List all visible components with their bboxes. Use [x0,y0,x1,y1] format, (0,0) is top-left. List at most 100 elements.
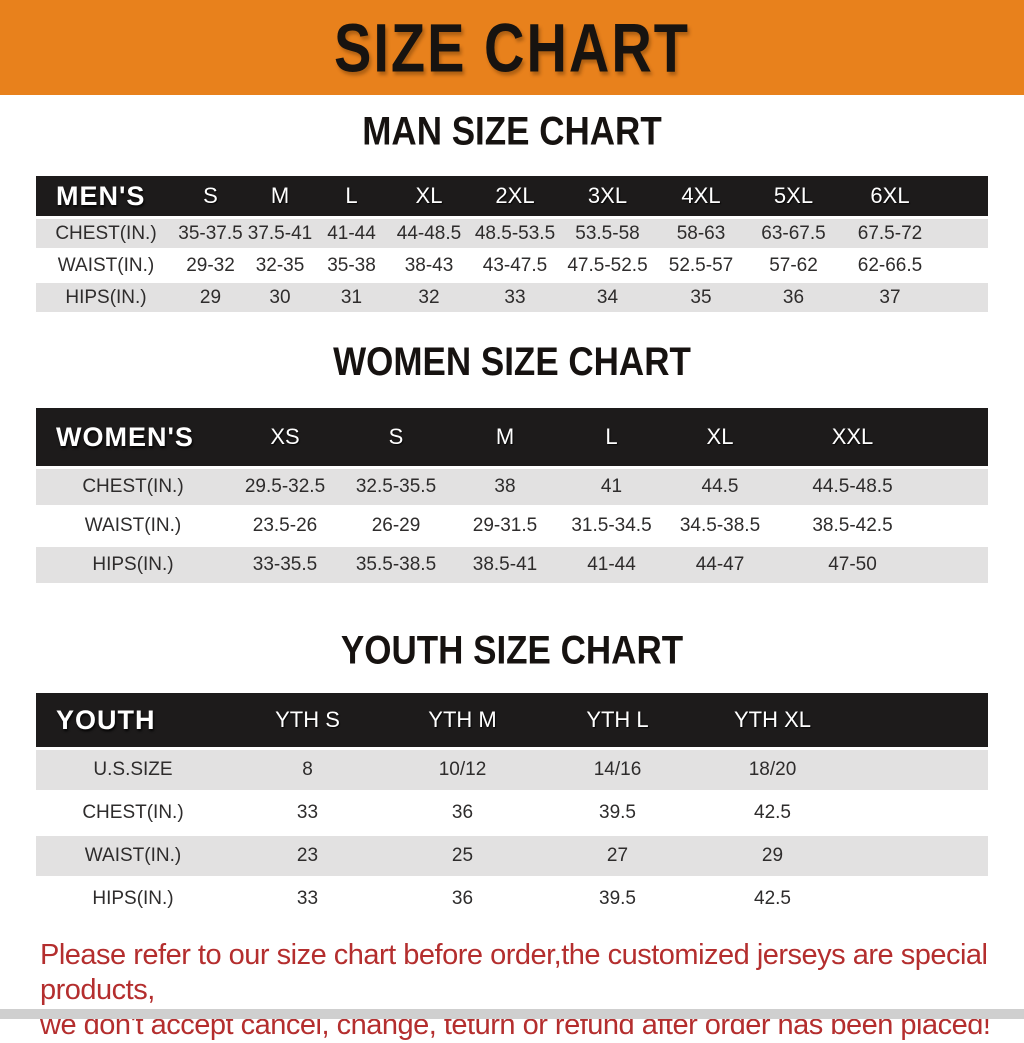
size-value-cell: 44-48.5 [396,222,462,244]
size-value-cell: 14/16 [593,759,642,780]
size-value-cell: 39.5 [599,888,636,909]
row-label: HIPS(IN.) [92,888,174,909]
table-row: WAIST(IN.) 23.5-26 26-29 29-31.5 31.5-34.5 34… [36,508,988,544]
spacer-cell [940,219,988,248]
spacer-cell [850,879,988,919]
size-value-cell: 33 [296,802,319,823]
section-heading-man: MAN SIZE CHART [362,108,662,154]
size-value-cell: 47.5-52.5 [567,254,648,276]
size-column-header: YTH XL [733,707,812,732]
size-value-cell: 37.5-41 [247,222,313,244]
size-value-cell: 52.5-57 [668,254,734,276]
table-corner-label: MEN'S [56,180,146,211]
size-column-header: L [345,183,358,208]
size-column-header: XL [706,424,734,449]
size-column-header: 4XL [681,183,721,208]
size-chart-banner: SIZE CHART [0,0,1024,95]
page-title: SIZE CHART [334,9,690,86]
size-column-header: L [605,424,618,449]
size-value-cell: 35-38 [327,254,376,276]
men-size-table-wrap: MEN'S S M L XL 2XL 3XL 4XL 5XL 6XL CHEST(IN.) 35-37… [36,173,988,315]
spacer-cell [850,693,988,747]
row-label: WAIST(IN.) [84,845,182,866]
size-value-cell: 53.5-58 [575,222,640,244]
size-value-cell: 8 [302,759,313,780]
size-column-header: XL [415,183,443,208]
size-column-header: 6XL [870,183,910,208]
size-value-cell: 29-31.5 [472,515,538,536]
size-value-cell: 58-63 [676,222,726,244]
row-label: CHEST(IN.) [82,802,184,823]
size-value-cell: 33-35.5 [252,554,318,575]
table-row: CHEST(IN.) 35-37.5 37.5-41 41-44 44-48.5 48.5… [36,219,988,248]
section-heading-youth: YOUTH SIZE CHART [340,627,684,673]
size-value-cell: 63-67.5 [761,222,826,244]
spacer-cell [850,836,988,876]
spacer-cell [930,408,988,466]
size-value-cell: 25 [451,845,474,866]
size-value-cell: 31 [340,286,363,308]
table-row: HIPS(IN.) 29 30 31 32 33 34 35 36 37 [36,283,988,312]
row-label: CHEST(IN.) [82,476,184,497]
size-column-header: S [203,183,218,208]
women-size-table: WOMEN'S XS S M L XL XXL CHEST(IN.) 29.5-32.5 32.5… [36,405,988,586]
size-value-cell: 23.5-26 [252,515,318,536]
size-column-header: YTH S [275,707,340,732]
size-column-header: S [388,424,404,449]
size-column-header: YTH L [586,707,649,732]
size-value-cell: 48.5-53.5 [474,222,556,244]
spacer-cell [850,793,988,833]
disclaimer-text: Please refer to our size chart before or… [40,938,1004,1043]
size-column-header: YTH M [428,707,497,732]
size-value-cell: 43-47.5 [482,254,548,276]
size-value-cell: 29 [199,286,222,308]
spacer-cell [850,750,988,790]
size-value-cell: 32.5-35.5 [355,476,437,497]
size-value-cell: 62-66.5 [857,254,923,276]
table-header-row: YOUTH YTH S YTH M YTH L YTH XL [36,693,988,747]
size-value-cell: 39.5 [599,802,636,823]
row-label: HIPS(IN.) [92,554,174,575]
size-value-cell: 27 [606,845,629,866]
size-column-header: 2XL [495,183,535,208]
size-value-cell: 35 [690,286,712,308]
spacer-cell [940,176,988,216]
size-value-cell: 31.5-34.5 [571,515,652,536]
size-value-cell: 30 [269,286,291,308]
size-value-cell: 36 [782,286,805,308]
row-label: WAIST(IN.) [84,515,182,536]
size-value-cell: 44-47 [695,554,745,575]
size-value-cell: 10/12 [438,759,487,780]
table-row: CHEST(IN.) 29.5-32.5 32.5-35.5 38 41 44.5 44.5… [36,469,988,505]
table-corner-label: YOUTH [56,704,156,735]
size-value-cell: 67.5-72 [857,222,923,244]
spacer-cell [930,508,988,544]
size-value-cell: 41-44 [327,222,376,244]
size-value-cell: 35.5-38.5 [355,554,437,575]
size-value-cell: 33 [504,286,526,308]
size-column-header: XS [270,424,300,449]
size-value-cell: 26-29 [371,515,421,536]
size-value-cell: 47-50 [828,554,877,575]
size-value-cell: 38.5-42.5 [812,515,893,536]
table-row: WAIST(IN.) 29-32 32-35 35-38 38-43 43-47.5 47.… [36,251,988,280]
size-value-cell: 41-44 [587,554,636,575]
size-column-header: XXL [831,424,874,449]
size-value-cell: 41 [600,476,623,497]
bottom-strip [0,1009,1024,1019]
size-value-cell: 32-35 [255,254,305,276]
size-value-cell: 42.5 [754,802,791,823]
size-value-cell: 57-62 [769,254,818,276]
size-value-cell: 36 [451,888,474,909]
size-value-cell: 34.5-38.5 [679,515,761,536]
size-value-cell: 18/20 [748,759,797,780]
size-column-header: 5XL [773,183,814,208]
table-corner-label: WOMEN'S [56,421,194,452]
table-header-row: WOMEN'S XS S M L XL XXL [36,408,988,466]
men-size-table: MEN'S S M L XL 2XL 3XL 4XL 5XL 6XL CHEST(IN.) 35-37… [36,173,988,315]
size-value-cell: 37 [879,286,901,308]
row-label: U.S.SIZE [93,759,173,780]
youth-size-table: YOUTH YTH S YTH M YTH L YTH XL U.S.SIZE 8 10/12… [36,690,988,922]
women-size-table-wrap: WOMEN'S XS S M L XL XXL CHEST(IN.) 29.5-32.5 32.5… [36,405,988,586]
disclaimer-line-1: Please refer to our size chart before or… [40,939,988,1006]
